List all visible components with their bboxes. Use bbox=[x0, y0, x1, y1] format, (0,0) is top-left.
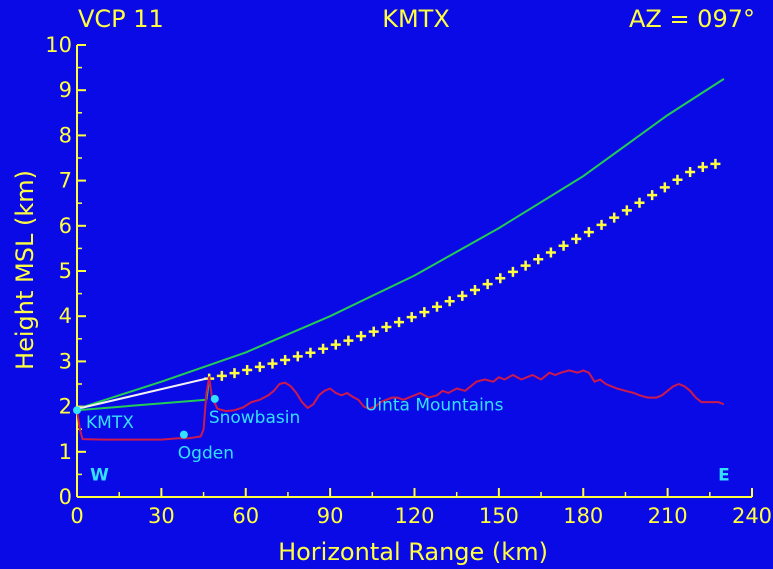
series-beam-center-marker bbox=[432, 301, 442, 312]
series-beam-center-marker bbox=[254, 361, 265, 372]
direction-label: W bbox=[90, 465, 109, 485]
x-tick-label: 210 bbox=[648, 504, 688, 528]
series-beam-center-marker bbox=[571, 233, 582, 244]
series-beam-center-marker bbox=[305, 347, 316, 358]
header-right: AZ = 097° bbox=[629, 5, 755, 33]
y-tick-label: 3 bbox=[59, 349, 72, 373]
series-beam-center-marker bbox=[685, 167, 696, 178]
series-beam-center-marker bbox=[647, 190, 658, 201]
series-beam-center-marker bbox=[634, 197, 645, 208]
location-point bbox=[179, 430, 188, 439]
y-axis-title: Height MSL (km) bbox=[11, 170, 39, 370]
y-tick-label: 9 bbox=[59, 78, 72, 102]
series-beam-center-marker bbox=[596, 219, 607, 230]
y-tick-label: 1 bbox=[59, 440, 72, 464]
series-beam-center-marker bbox=[444, 296, 455, 307]
series-beam-center-marker bbox=[394, 317, 405, 328]
plot-layer: 0 1 2 3 4 5 6 7 8 9 10 0 30 60 90 120 150 180 210 240 KMTX Og… bbox=[45, 33, 772, 528]
series-beam-center-marker bbox=[659, 182, 670, 193]
location-label: KMTX bbox=[86, 413, 134, 433]
series-beam-center-marker bbox=[507, 266, 518, 277]
x-tick-label: 240 bbox=[732, 504, 772, 528]
series-beam-center-marker bbox=[216, 370, 227, 381]
y-tick-label: 2 bbox=[59, 395, 72, 419]
x-tick-label: 150 bbox=[479, 504, 519, 528]
direction-label: E bbox=[718, 465, 730, 485]
series-beam-center-marker bbox=[482, 279, 493, 290]
header-center: KMTX bbox=[382, 5, 450, 33]
x-tick-label: 0 bbox=[70, 504, 83, 528]
series-beam-center-marker bbox=[318, 343, 329, 354]
series-beam-center-marker bbox=[469, 284, 480, 295]
series-terrain bbox=[76, 369, 725, 441]
location-point bbox=[210, 394, 219, 403]
series-beam-center-marker bbox=[710, 158, 721, 169]
series-beam-center-marker bbox=[356, 331, 367, 342]
series-beam-center-marker bbox=[457, 290, 468, 301]
series-beam-center-near bbox=[76, 377, 207, 410]
x-tick-label: 180 bbox=[563, 504, 603, 528]
series-beam-center-marker bbox=[343, 335, 354, 346]
x-tick-label: 120 bbox=[394, 504, 434, 528]
series-beam-center-marker bbox=[419, 307, 430, 318]
series-beam-center-marker bbox=[697, 162, 708, 173]
series-beam-center-marker bbox=[292, 351, 303, 362]
series-beam-center-marker bbox=[621, 205, 632, 216]
series-beam-top bbox=[76, 78, 725, 410]
y-tick-label: 8 bbox=[59, 123, 72, 147]
series-beam-center-marker bbox=[280, 355, 291, 366]
series-beam-center-marker bbox=[495, 273, 506, 284]
x-tick-label: 60 bbox=[232, 504, 259, 528]
series-beam-center-marker bbox=[381, 322, 392, 333]
series-beam-center-marker bbox=[242, 364, 253, 375]
y-tick-label: 6 bbox=[59, 214, 72, 238]
series-beam-center-marker bbox=[672, 174, 683, 185]
y-tick-label: 4 bbox=[59, 304, 72, 328]
annotation-label: Uinta Mountains bbox=[365, 395, 504, 415]
x-tick-label: 90 bbox=[317, 504, 344, 528]
series-beam-center-marker bbox=[229, 368, 240, 379]
x-axis-title: Horizontal Range (km) bbox=[278, 538, 548, 566]
series-beam-center-marker bbox=[406, 312, 417, 323]
series-beam-center-marker bbox=[368, 326, 379, 337]
location-label: Snowbasin bbox=[209, 408, 300, 428]
series-beam-center-marker bbox=[545, 247, 556, 258]
y-tick-label: 0 bbox=[59, 485, 72, 509]
y-tick-label: 7 bbox=[59, 169, 72, 193]
location-label: Ogden bbox=[178, 444, 234, 464]
series-beam-center-marker bbox=[330, 339, 341, 350]
series-beam-bottom-near bbox=[76, 379, 211, 412]
header-left: VCP 11 bbox=[78, 5, 164, 33]
location-point bbox=[73, 406, 81, 415]
series-beam-center-marker bbox=[520, 260, 531, 271]
y-tick-label: 5 bbox=[59, 259, 72, 283]
series-beam-center-marker bbox=[533, 254, 544, 265]
series-beam-center-marker bbox=[583, 227, 594, 238]
series-beam-center-marker bbox=[609, 212, 620, 223]
series-beam-center-marker bbox=[267, 358, 278, 369]
y-tick-label: 10 bbox=[45, 33, 72, 57]
x-tick-label: 30 bbox=[148, 504, 175, 528]
series-beam-center-marker bbox=[558, 240, 569, 251]
